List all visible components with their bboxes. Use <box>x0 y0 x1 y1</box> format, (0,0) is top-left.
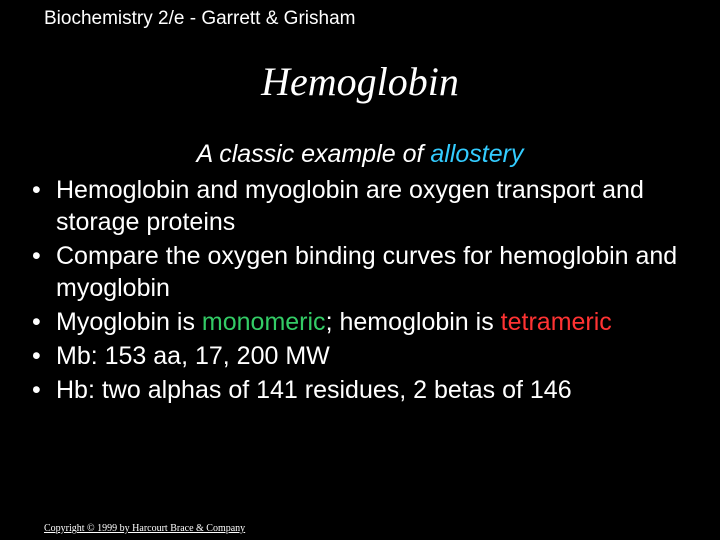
copyright-text: Copyright © 1999 by Harcourt Brace & Com… <box>44 523 245 534</box>
bullet-text: Hemoglobin and myoglobin are oxygen tran… <box>56 176 644 236</box>
bullet-list: Hemoglobin and myoglobin are oxygen tran… <box>28 174 692 408</box>
list-item: Compare the oxygen binding curves for he… <box>28 240 692 304</box>
slide-title: Hemoglobin <box>0 58 720 105</box>
accent-tetrameric: tetrameric <box>501 308 612 336</box>
bullet-text-pre: Myoglobin is <box>56 308 202 336</box>
list-item: Hemoglobin and myoglobin are oxygen tran… <box>28 174 692 238</box>
bullet-text: Hb: two alphas of 141 residues, 2 betas … <box>56 376 572 404</box>
list-item: Mb: 153 aa, 17, 200 MW <box>28 340 692 372</box>
slide-header: Biochemistry 2/e - Garrett & Grisham <box>44 8 355 30</box>
slide: Biochemistry 2/e - Garrett & Grisham Hem… <box>0 0 720 540</box>
bullet-text: Compare the oxygen binding curves for he… <box>56 242 677 302</box>
subtitle-accent-word: allostery <box>430 140 523 168</box>
list-item: Myoglobin is monomeric; hemoglobin is te… <box>28 306 692 338</box>
slide-subtitle: A classic example of allostery <box>0 140 720 169</box>
accent-monomeric: monomeric <box>202 308 326 336</box>
bullet-text: Mb: 153 aa, 17, 200 MW <box>56 342 330 370</box>
bullet-text-mid: ; hemoglobin is <box>326 308 501 336</box>
list-item: Hb: two alphas of 141 residues, 2 betas … <box>28 374 692 406</box>
subtitle-text-pre: A classic example of <box>197 140 431 168</box>
